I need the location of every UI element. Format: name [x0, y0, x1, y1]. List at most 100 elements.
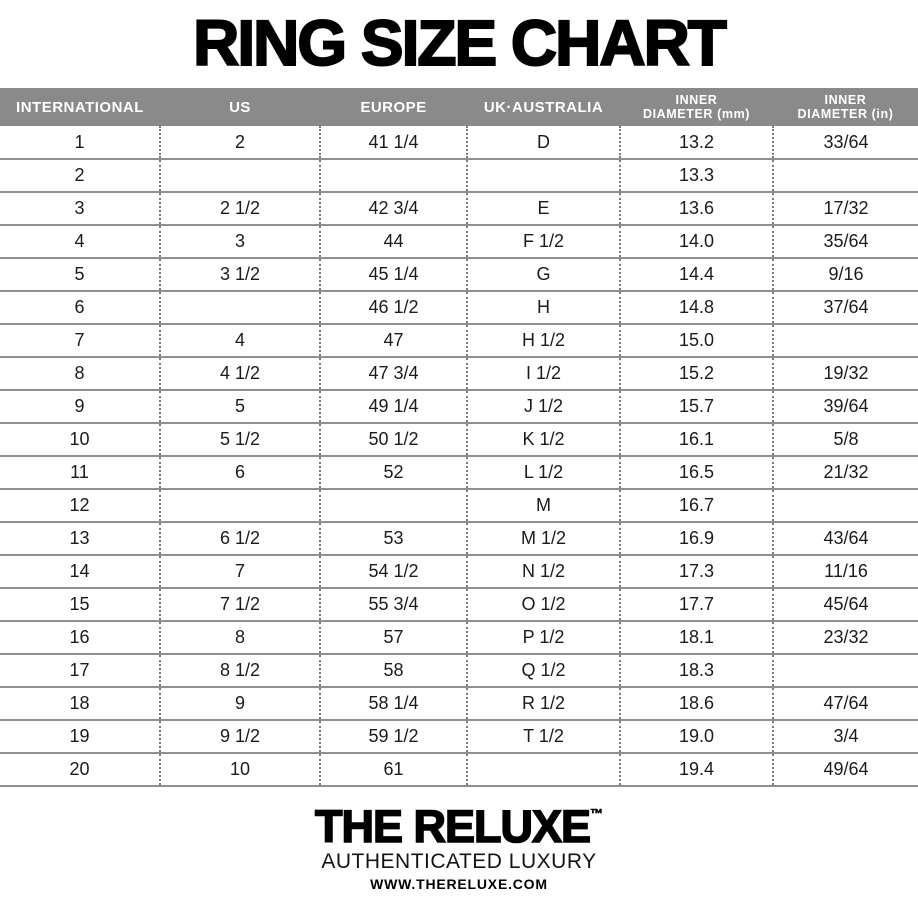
cell-uk-australia: K 1/2 — [466, 423, 620, 457]
cell-us: 7 — [159, 555, 320, 589]
cell-inner-diameter-in: 5/8 — [772, 423, 918, 457]
cell-uk-australia: D — [466, 126, 620, 160]
column-header-us: US — [160, 88, 320, 126]
trademark-symbol: ™ — [590, 806, 604, 822]
table-row: 19 9 1/2 59 1/2 T 1/2 19.0 3/4 — [0, 720, 918, 754]
cell-us: 3 — [159, 225, 320, 259]
cell-inner-diameter-mm: 14.8 — [619, 291, 773, 325]
table-row: 4 3 44 F 1/2 14.0 35/64 — [0, 225, 918, 259]
cell-inner-diameter-in: 43/64 — [772, 522, 918, 556]
cell-uk-australia: R 1/2 — [466, 687, 620, 721]
cell-inner-diameter-in: 21/32 — [772, 456, 918, 490]
cell-inner-diameter-in — [772, 159, 918, 193]
cell-europe: 58 — [319, 654, 467, 688]
brand-website: WWW.THERELUXE.COM — [370, 876, 548, 892]
cell-international: 12 — [0, 489, 160, 523]
cell-international: 10 — [0, 423, 160, 457]
cell-europe — [319, 489, 467, 523]
cell-inner-diameter-mm: 17.3 — [619, 555, 773, 589]
cell-international: 2 — [0, 159, 160, 193]
table-header-row: INTERNATIONAL US EUROPE UK·AUSTRALIA INNER DI… — [0, 88, 918, 126]
cell-inner-diameter-in: 37/64 — [772, 291, 918, 325]
cell-inner-diameter-mm: 19.0 — [619, 720, 773, 754]
table-row: 17 8 1/2 58 Q 1/2 18.3 — [0, 654, 918, 688]
column-header-europe: EUROPE — [320, 88, 467, 126]
cell-inner-diameter-mm: 17.7 — [619, 588, 773, 622]
cell-europe: 52 — [319, 456, 467, 490]
cell-europe: 45 1/4 — [319, 258, 467, 292]
cell-inner-diameter-in: 45/64 — [772, 588, 918, 622]
cell-europe: 49 1/4 — [319, 390, 467, 424]
cell-international: 3 — [0, 192, 160, 226]
cell-inner-diameter-mm: 16.7 — [619, 489, 773, 523]
cell-us: 6 — [159, 456, 320, 490]
cell-uk-australia: E — [466, 192, 620, 226]
table-row: 9 5 49 1/4 J 1/2 15.7 39/64 — [0, 390, 918, 424]
cell-inner-diameter-mm: 13.6 — [619, 192, 773, 226]
cell-international: 16 — [0, 621, 160, 655]
cell-us: 9 1/2 — [159, 720, 320, 754]
cell-uk-australia: Q 1/2 — [466, 654, 620, 688]
cell-inner-diameter-mm: 19.4 — [619, 753, 773, 787]
cell-europe: 53 — [319, 522, 467, 556]
cell-uk-australia: H 1/2 — [466, 324, 620, 358]
cell-europe: 61 — [319, 753, 467, 787]
cell-inner-diameter-in: 23/32 — [772, 621, 918, 655]
cell-us: 2 1/2 — [159, 192, 320, 226]
cell-europe: 46 1/2 — [319, 291, 467, 325]
table-header: INTERNATIONAL US EUROPE UK·AUSTRALIA INNER DI… — [0, 88, 918, 126]
cell-inner-diameter-mm: 16.1 — [619, 423, 773, 457]
cell-inner-diameter-mm: 16.5 — [619, 456, 773, 490]
cell-uk-australia: I 1/2 — [466, 357, 620, 391]
cell-inner-diameter-in — [772, 654, 918, 688]
cell-inner-diameter-mm: 14.0 — [619, 225, 773, 259]
table-row: 15 7 1/2 55 3/4 O 1/2 17.7 45/64 — [0, 588, 918, 622]
cell-us: 5 1/2 — [159, 423, 320, 457]
cell-us: 4 1/2 — [159, 357, 320, 391]
cell-europe: 47 — [319, 324, 467, 358]
cell-europe: 44 — [319, 225, 467, 259]
cell-uk-australia — [466, 753, 620, 787]
cell-international: 5 — [0, 258, 160, 292]
cell-inner-diameter-mm: 14.4 — [619, 258, 773, 292]
cell-europe: 58 1/4 — [319, 687, 467, 721]
cell-international: 7 — [0, 324, 160, 358]
brand-name: THE RELUXE — [314, 801, 592, 852]
cell-inner-diameter-in: 19/32 — [772, 357, 918, 391]
cell-inner-diameter-in: 17/32 — [772, 192, 918, 226]
table-row: 2 13.3 — [0, 159, 918, 193]
cell-europe: 41 1/4 — [319, 126, 467, 160]
table-row: 11 6 52 L 1/2 16.5 21/32 — [0, 456, 918, 490]
cell-uk-australia: J 1/2 — [466, 390, 620, 424]
cell-inner-diameter-mm: 18.6 — [619, 687, 773, 721]
table-row: 10 5 1/2 50 1/2 K 1/2 16.1 5/8 — [0, 423, 918, 457]
cell-inner-diameter-in: 11/16 — [772, 555, 918, 589]
cell-us: 9 — [159, 687, 320, 721]
cell-inner-diameter-mm: 15.2 — [619, 357, 773, 391]
cell-uk-australia: G — [466, 258, 620, 292]
cell-inner-diameter-in: 49/64 — [772, 753, 918, 787]
brand-footer: THE RELUXE™ AUTHENTICATED LUXURY WWW.THE… — [0, 787, 918, 892]
cell-international: 6 — [0, 291, 160, 325]
cell-inner-diameter-in: 9/16 — [772, 258, 918, 292]
table-row: 16 8 57 P 1/2 18.1 23/32 — [0, 621, 918, 655]
table-row: 20 10 61 19.4 49/64 — [0, 753, 918, 787]
cell-inner-diameter-in: 47/64 — [772, 687, 918, 721]
cell-international: 13 — [0, 522, 160, 556]
cell-international: 18 — [0, 687, 160, 721]
cell-europe: 54 1/2 — [319, 555, 467, 589]
cell-international: 11 — [0, 456, 160, 490]
page-title: RING SIZE CHART — [192, 6, 728, 80]
table-row: 14 7 54 1/2 N 1/2 17.3 11/16 — [0, 555, 918, 589]
cell-inner-diameter-mm: 15.0 — [619, 324, 773, 358]
cell-international: 9 — [0, 390, 160, 424]
table-row: 7 4 47 H 1/2 15.0 — [0, 324, 918, 358]
cell-us — [159, 159, 320, 193]
cell-uk-australia: T 1/2 — [466, 720, 620, 754]
cell-us: 4 — [159, 324, 320, 358]
cell-us: 2 — [159, 126, 320, 160]
table-row: 1 2 41 1/4 D 13.2 33/64 — [0, 126, 918, 160]
cell-international: 15 — [0, 588, 160, 622]
